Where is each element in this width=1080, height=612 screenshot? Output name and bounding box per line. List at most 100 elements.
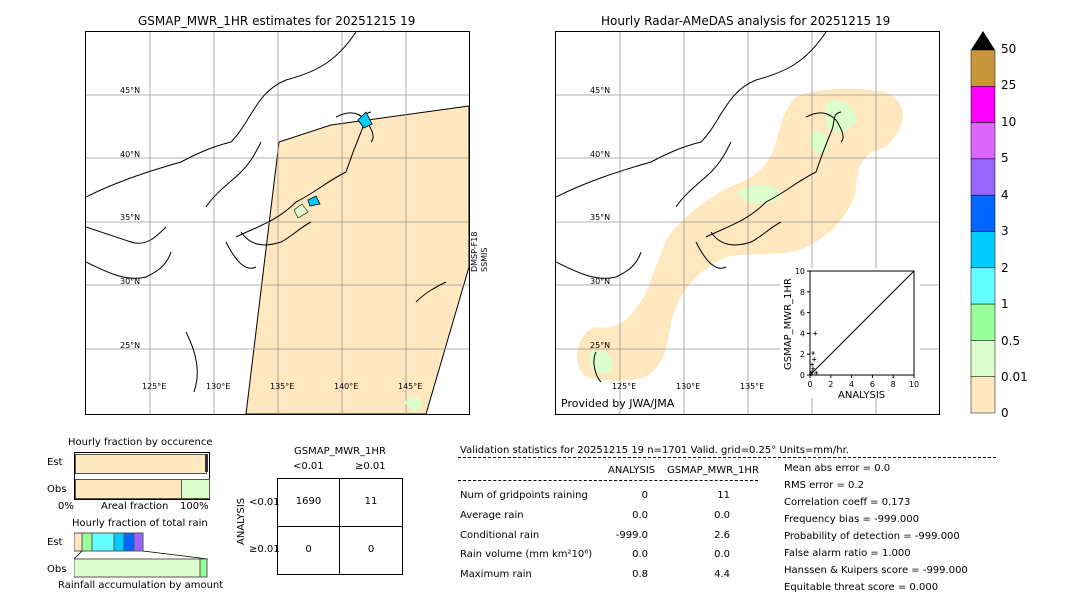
scatter-ytick-label-2: 4	[800, 329, 805, 338]
colorbar-swatch-4	[970, 194, 996, 232]
left-lon-140: 140°E	[334, 382, 359, 391]
score-2: Correlation coeff = 0.173	[784, 497, 911, 508]
score-1: RMS error = 0.2	[784, 480, 864, 491]
stat-gsmap-4: 4.4	[714, 569, 730, 580]
score-4: Probability of detection = -999.000	[784, 531, 960, 542]
tr-est-seg-5	[123, 532, 135, 552]
contingency-col-2: ≥0.01	[355, 461, 386, 472]
scatter-point-2	[811, 366, 816, 371]
occurrence-x-max: 100%	[180, 501, 209, 512]
scatter-xlabel: ANALYSIS	[838, 390, 886, 401]
contingency-title: GSMAP_MWR_1HR	[294, 446, 386, 457]
colorbar-swatch-5	[970, 231, 996, 269]
cb-label-50: 50	[1001, 42, 1017, 56]
credit-label: Provided by JWA/JMA	[561, 397, 675, 410]
scatter-ylabel: GSMAP_MWR_1HR	[783, 278, 794, 370]
colorbar-over-triangle	[971, 31, 995, 50]
occ-est-dry	[75, 454, 207, 474]
left-lat-30: 30°N	[120, 277, 141, 286]
tr-est-seg-4	[113, 532, 125, 552]
scatter-point-4	[812, 357, 817, 362]
stat-gsmap-0: 11	[717, 490, 730, 501]
left-lon-125: 125°E	[142, 382, 167, 391]
right-lat-40: 40°N	[590, 150, 611, 159]
scatter-diagonal	[809, 270, 915, 376]
left-lon-130: 130°E	[206, 382, 231, 391]
scatter-xtick-label-1: 2	[828, 380, 833, 389]
stat-label-1: Average rain	[460, 510, 524, 521]
scatter-point-3	[810, 362, 815, 367]
right-map-svg	[556, 32, 939, 414]
score-6: Hanssen & Kuipers score = -999.000	[784, 565, 968, 576]
stat-analysis-4: 0.8	[632, 569, 648, 580]
cb-label-0.01: 0.01	[1001, 370, 1028, 384]
right-lon-130: 130°E	[676, 382, 701, 391]
stat-label-3: Rain volume (mm km²10⁶)	[460, 549, 593, 560]
scatter-ytick-label-0: 0	[800, 371, 805, 380]
tr-est-seg-3	[91, 532, 115, 552]
stat-gsmap-2: 2.6	[714, 530, 730, 541]
total-rain-xlabel: Rainfall accumulation by amount	[58, 580, 224, 591]
right-map-title: Hourly Radar-AMeDAS analysis for 2025121…	[601, 14, 891, 28]
cell-0-0: 1690	[295, 496, 322, 507]
scatter-ytick-label-4: 8	[800, 288, 805, 297]
colorbar-swatch-0	[970, 49, 996, 87]
stat-label-0: Num of gridpoints raining	[460, 490, 588, 501]
scatter-xtick-label-5: 10	[909, 380, 919, 389]
score-7: Equitable threat score = 0.000	[784, 582, 939, 593]
analysis-coverage	[577, 88, 903, 381]
left-lon-135: 135°E	[270, 382, 295, 391]
right-lon-135: 135°E	[740, 382, 765, 391]
colorbar-swatch-7	[970, 303, 996, 341]
cell-0-1: 11	[364, 496, 378, 507]
occ-obs-wet	[181, 479, 210, 499]
cell-1-1: 0	[367, 544, 375, 555]
scatter-point-0	[809, 371, 814, 376]
total-rain-plot	[74, 532, 208, 578]
cb-label-25: 25	[1001, 78, 1017, 92]
occurrence-x-min: 0%	[58, 501, 74, 512]
left-lat-45: 45°N	[120, 86, 141, 95]
occurrence-plot	[74, 452, 210, 500]
cb-label-0: 0	[1001, 406, 1009, 420]
total-rain-est-label: Est	[47, 537, 63, 548]
stat-analysis-0: 0	[641, 490, 648, 501]
scatter-xtick-label-4: 8	[891, 380, 896, 389]
scatter-ytick-label-1: 2	[800, 350, 805, 359]
colorbar-swatch-3	[970, 158, 996, 196]
validation-divider	[458, 457, 996, 458]
contingency-col-1: <0.01	[293, 461, 324, 472]
stat-label-2: Conditional rain	[460, 530, 540, 541]
swath-region	[245, 105, 469, 414]
col-analysis: ANALYSIS	[608, 465, 656, 476]
stat-gsmap-1: 0.0	[714, 510, 730, 521]
contingency-row-1: <0.01	[249, 497, 280, 508]
occurrence-est-label: Est	[47, 457, 63, 468]
total-rain-obs-label: Obs	[47, 564, 67, 575]
scatter-ytick-label-5: 10	[795, 268, 805, 276]
total-rain-title: Hourly fraction of total rain	[72, 518, 208, 529]
colorbar	[970, 30, 996, 414]
stat-analysis-1: 0.0	[632, 510, 648, 521]
tr-est-seg-1	[74, 532, 83, 552]
col-gsmap: GSMAP_MWR_1HR	[667, 465, 759, 476]
cb-label-0.5: 0.5	[1001, 334, 1021, 348]
validation-header: Validation statistics for 20251215 19 n=…	[460, 445, 849, 456]
scatter-point-5	[811, 351, 816, 356]
contingency-row-2: ≥0.01	[249, 544, 280, 555]
right-lon-125: 125°E	[612, 382, 637, 391]
occurrence-xlabel: Areal fraction	[101, 501, 169, 512]
occurrence-obs-label: Obs	[47, 484, 67, 495]
contingency-ylabel: ANALYSIS	[236, 497, 247, 545]
left-map-svg	[86, 32, 469, 414]
right-lat-30: 30°N	[590, 277, 611, 286]
colorbar-swatch-8	[970, 340, 996, 377]
satellite-label-2: SSMIS	[480, 247, 489, 273]
cb-label-10: 10	[1001, 115, 1017, 129]
left-lat-35: 35°N	[120, 213, 141, 222]
scatter-xtick-label-0: 0	[807, 380, 812, 389]
cb-label-5: 5	[1001, 151, 1009, 165]
cell-1-0: 0	[305, 544, 312, 555]
left-lon-145: 145°E	[398, 382, 423, 391]
colorbar-swatch-2	[970, 122, 996, 160]
